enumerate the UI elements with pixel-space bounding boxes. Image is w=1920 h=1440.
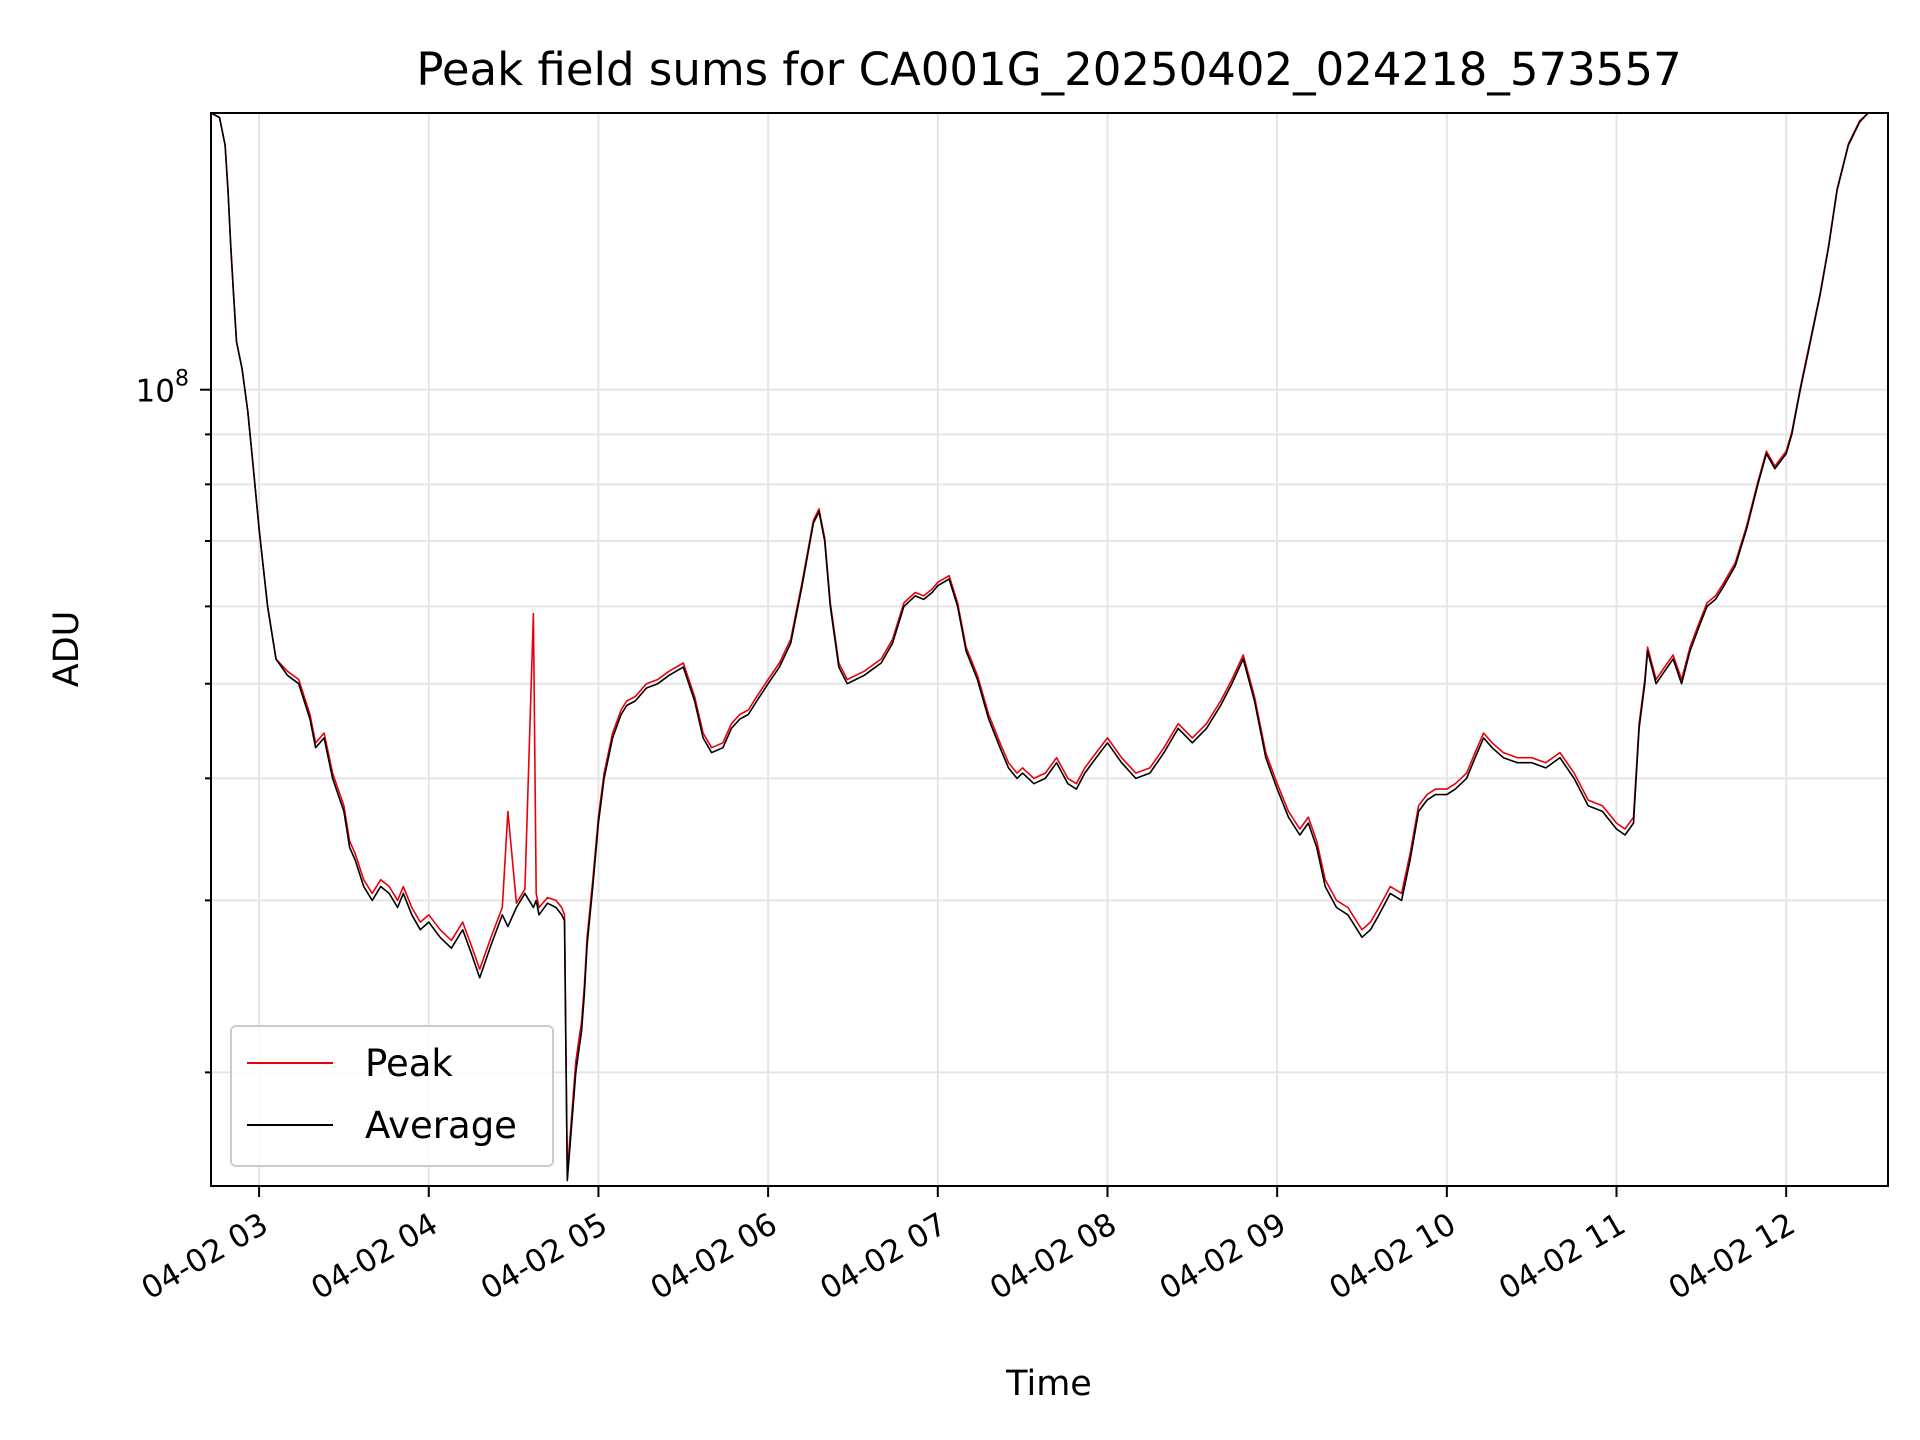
y-axis-label: ADU <box>47 611 87 688</box>
series-line-peak <box>210 112 1869 1174</box>
y-axis: 108 <box>136 367 211 1074</box>
legend-box <box>230 1025 554 1167</box>
chart-title: Peak field sums for CA001G_20250402_0242… <box>416 43 1681 96</box>
y-tick-label: 108 <box>136 367 189 410</box>
legend-label-peak: Peak <box>365 1042 453 1085</box>
plot-lines <box>210 112 1869 1182</box>
y-tick-base: 10 <box>136 374 175 410</box>
legend-label-average: Average <box>365 1104 517 1147</box>
plot-frame <box>210 112 1889 1187</box>
y-tick-exponent: 8 <box>175 367 189 392</box>
legend: Peak Average <box>230 1025 554 1167</box>
x-axis-label: Time <box>1005 1364 1092 1404</box>
series-line-average <box>210 112 1869 1182</box>
